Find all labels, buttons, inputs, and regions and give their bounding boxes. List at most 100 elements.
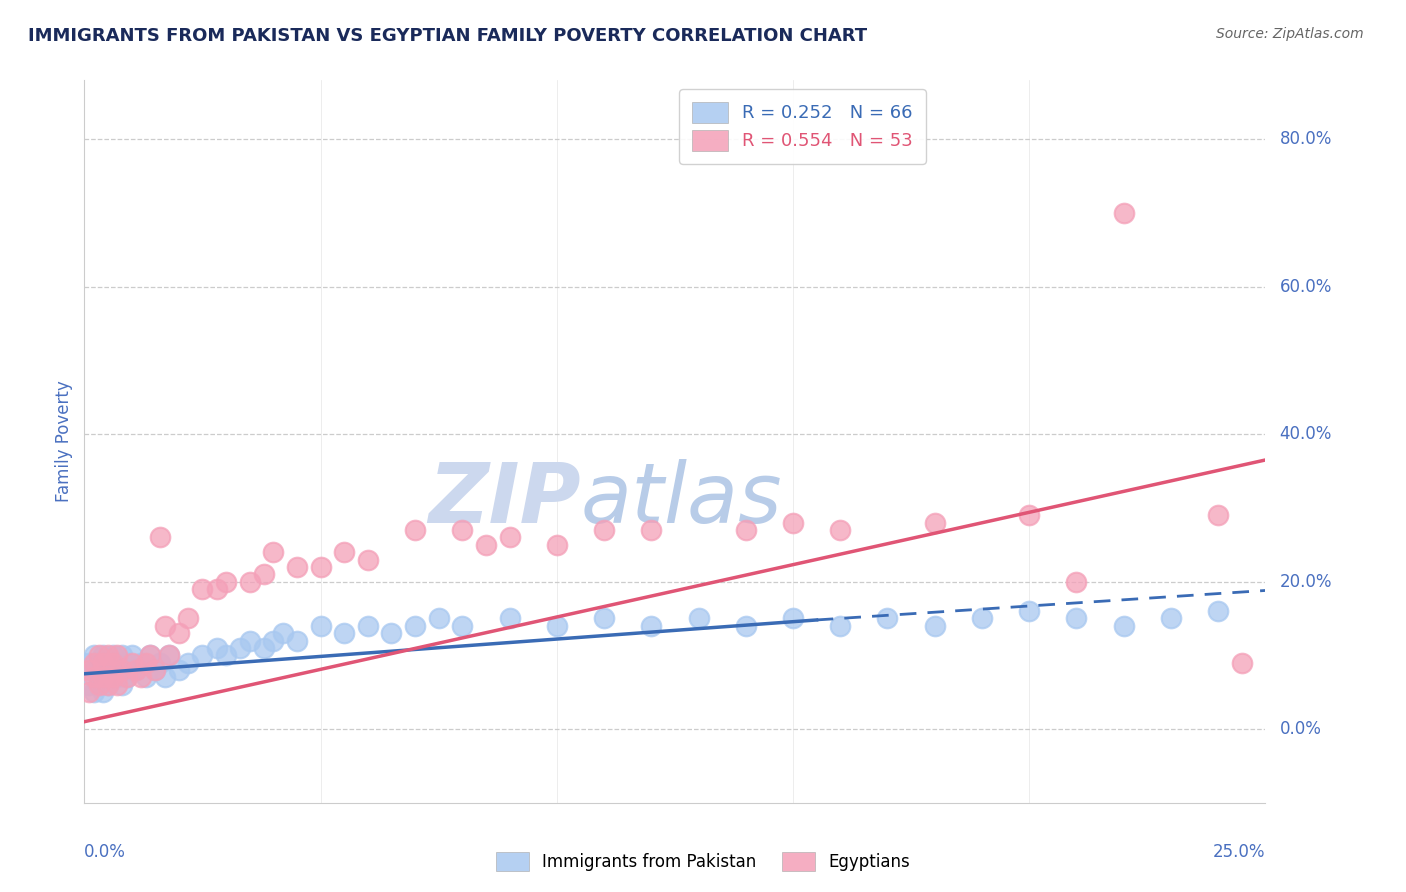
- Point: [205, 582, 228, 596]
- Point: [129, 670, 152, 684]
- Point: [143, 663, 166, 677]
- Point: [83, 663, 105, 677]
- Point: [205, 640, 228, 655]
- Point: [215, 574, 238, 589]
- Point: [640, 523, 662, 537]
- Point: [77, 656, 100, 670]
- Point: [107, 656, 129, 670]
- Text: 0.0%: 0.0%: [84, 843, 127, 861]
- Point: [101, 656, 124, 670]
- Text: 40.0%: 40.0%: [1279, 425, 1331, 443]
- Y-axis label: Family Poverty: Family Poverty: [55, 381, 73, 502]
- Point: [91, 685, 114, 699]
- Point: [83, 656, 105, 670]
- Point: [139, 648, 162, 663]
- Point: [107, 678, 129, 692]
- Point: [271, 626, 294, 640]
- Point: [77, 678, 100, 692]
- Point: [91, 663, 114, 677]
- Point: [1206, 604, 1229, 618]
- Point: [177, 611, 200, 625]
- Point: [149, 656, 172, 670]
- Point: [239, 633, 262, 648]
- Point: [135, 670, 157, 684]
- Point: [1018, 508, 1040, 523]
- Point: [782, 611, 804, 625]
- Point: [593, 611, 616, 625]
- Point: [91, 670, 114, 684]
- Point: [475, 538, 498, 552]
- Point: [830, 523, 852, 537]
- Point: [157, 648, 180, 663]
- Point: [357, 619, 380, 633]
- Point: [498, 611, 520, 625]
- Point: [688, 611, 710, 625]
- Point: [1206, 508, 1229, 523]
- Point: [125, 663, 148, 677]
- Text: Source: ZipAtlas.com: Source: ZipAtlas.com: [1216, 27, 1364, 41]
- Point: [115, 670, 138, 684]
- Point: [87, 670, 110, 684]
- Point: [253, 640, 276, 655]
- Point: [640, 619, 662, 633]
- Point: [97, 656, 120, 670]
- Point: [285, 633, 308, 648]
- Point: [125, 663, 148, 677]
- Point: [830, 619, 852, 633]
- Point: [593, 523, 616, 537]
- Point: [87, 656, 110, 670]
- Legend: R = 0.252   N = 66, R = 0.554   N = 53: R = 0.252 N = 66, R = 0.554 N = 53: [679, 89, 925, 163]
- Point: [734, 619, 756, 633]
- Point: [734, 523, 756, 537]
- Point: [380, 626, 402, 640]
- Point: [149, 530, 172, 544]
- Point: [1160, 611, 1182, 625]
- Point: [333, 545, 356, 559]
- Point: [101, 670, 124, 684]
- Point: [1066, 611, 1088, 625]
- Point: [87, 648, 110, 663]
- Point: [111, 648, 134, 663]
- Point: [143, 663, 166, 677]
- Point: [191, 648, 214, 663]
- Point: [121, 663, 143, 677]
- Point: [101, 648, 124, 663]
- Point: [135, 656, 157, 670]
- Point: [498, 530, 520, 544]
- Point: [83, 670, 105, 684]
- Point: [546, 538, 568, 552]
- Point: [97, 678, 120, 692]
- Point: [97, 678, 120, 692]
- Point: [285, 560, 308, 574]
- Point: [215, 648, 238, 663]
- Point: [333, 626, 356, 640]
- Point: [191, 582, 214, 596]
- Text: 25.0%: 25.0%: [1213, 843, 1265, 861]
- Text: 80.0%: 80.0%: [1279, 130, 1331, 148]
- Point: [167, 626, 190, 640]
- Point: [115, 670, 138, 684]
- Point: [229, 640, 252, 655]
- Text: IMMIGRANTS FROM PAKISTAN VS EGYPTIAN FAMILY POVERTY CORRELATION CHART: IMMIGRANTS FROM PAKISTAN VS EGYPTIAN FAM…: [28, 27, 868, 45]
- Point: [262, 545, 284, 559]
- Point: [451, 523, 474, 537]
- Point: [782, 516, 804, 530]
- Text: atlas: atlas: [581, 458, 782, 540]
- Point: [121, 656, 143, 670]
- Point: [427, 611, 450, 625]
- Text: ZIP: ZIP: [427, 458, 581, 540]
- Point: [87, 678, 110, 692]
- Point: [239, 574, 262, 589]
- Point: [83, 648, 105, 663]
- Point: [970, 611, 993, 625]
- Point: [546, 619, 568, 633]
- Text: 0.0%: 0.0%: [1279, 720, 1322, 738]
- Point: [77, 663, 100, 677]
- Point: [1230, 656, 1253, 670]
- Point: [1018, 604, 1040, 618]
- Point: [129, 656, 152, 670]
- Point: [97, 670, 120, 684]
- Text: 20.0%: 20.0%: [1279, 573, 1331, 591]
- Point: [83, 685, 105, 699]
- Point: [167, 663, 190, 677]
